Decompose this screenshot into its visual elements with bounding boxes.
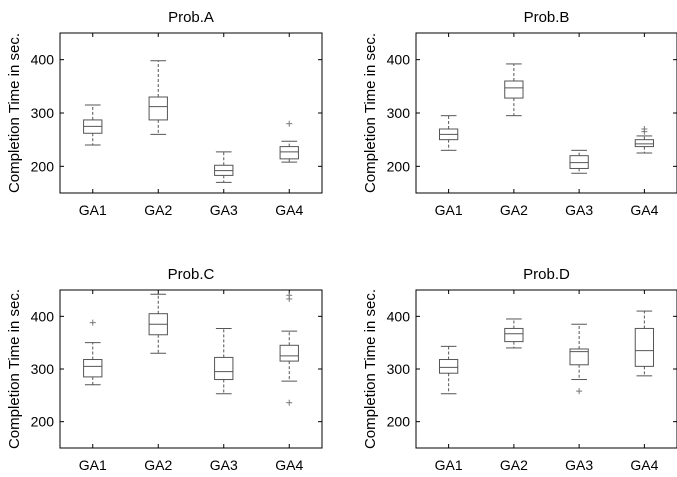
y-axis-label: Completion Time in sec. bbox=[362, 33, 379, 193]
y-axis-label: Completion Time in sec. bbox=[6, 33, 23, 193]
x-tick-label: GA3 bbox=[210, 202, 238, 218]
iqr-box bbox=[634, 327, 655, 367]
iqr-box bbox=[504, 327, 524, 343]
iqr-box bbox=[279, 146, 299, 160]
x-tick-label: GA4 bbox=[630, 457, 658, 473]
x-tick-label: GA1 bbox=[79, 202, 107, 218]
x-tick-label: GA2 bbox=[500, 457, 528, 473]
x-tick-label: GA4 bbox=[630, 202, 658, 218]
iqr-box bbox=[438, 359, 459, 374]
y-tick-label: 400 bbox=[31, 308, 55, 324]
y-tick-label: 400 bbox=[387, 52, 411, 68]
outlier-marker bbox=[286, 292, 293, 299]
outlier-marker bbox=[286, 399, 293, 406]
box-ga3 bbox=[214, 151, 234, 183]
iqr-box bbox=[569, 348, 589, 366]
iqr-box bbox=[279, 344, 299, 362]
box-ga2 bbox=[148, 60, 168, 135]
x-tick-label: GA2 bbox=[144, 202, 172, 218]
x-tick-label: GA3 bbox=[565, 457, 593, 473]
y-tick-label: 200 bbox=[387, 158, 411, 174]
x-tick-label: GA1 bbox=[435, 202, 463, 218]
x-tick-label: GA1 bbox=[79, 457, 107, 473]
outlier-marker bbox=[89, 319, 96, 326]
y-tick-label: 300 bbox=[31, 361, 55, 377]
y-tick-label: 300 bbox=[387, 105, 411, 121]
x-tick-label: GA1 bbox=[435, 457, 463, 473]
y-tick-label: 200 bbox=[31, 414, 55, 430]
y-axis-label: Completion Time in sec. bbox=[6, 289, 23, 449]
y-tick-label: 400 bbox=[31, 52, 55, 68]
y-axis-label: Completion Time in sec. bbox=[362, 289, 379, 449]
box-ga2 bbox=[504, 63, 524, 117]
chart-title: Prob.B bbox=[524, 9, 570, 26]
box-ga3 bbox=[569, 149, 589, 174]
box-ga4 bbox=[634, 310, 655, 377]
outlier-marker bbox=[641, 126, 648, 132]
plot-frame bbox=[415, 32, 677, 194]
iqr-box bbox=[504, 80, 524, 99]
chart-title: Prob.A bbox=[168, 9, 214, 26]
chart-panel-3: Prob.C Completion Time in sec. 200 300 400 GA… bbox=[6, 266, 323, 473]
x-tick-label: GA3 bbox=[565, 202, 593, 218]
box-ga2 bbox=[148, 293, 168, 354]
box-ga2 bbox=[504, 318, 524, 349]
box-ga4 bbox=[279, 120, 299, 163]
box-ga3 bbox=[569, 323, 589, 395]
box-ga1 bbox=[83, 104, 103, 146]
box-ga1 bbox=[83, 319, 103, 386]
iqr-box bbox=[148, 96, 168, 121]
outlier-marker bbox=[286, 120, 293, 127]
x-tick-label: GA4 bbox=[275, 457, 303, 473]
chart-title: Prob.D bbox=[523, 266, 570, 283]
plot-frame bbox=[415, 289, 677, 449]
x-tick-label: GA2 bbox=[144, 457, 172, 473]
box-ga3 bbox=[214, 327, 234, 395]
box-ga4 bbox=[279, 292, 299, 406]
iqr-box bbox=[83, 359, 103, 378]
box-ga4 bbox=[634, 126, 655, 154]
y-tick-label: 300 bbox=[31, 105, 55, 121]
chart-panel-2: Prob.B Completion Time in sec. 200 300 400 GA… bbox=[362, 9, 677, 218]
iqr-box bbox=[634, 139, 655, 148]
x-tick-label: GA3 bbox=[210, 457, 238, 473]
iqr-box bbox=[569, 155, 589, 169]
chart-panel-1: Prob.A Completion Time in sec. 200 300 400 GA… bbox=[6, 9, 323, 218]
box-ga1 bbox=[438, 115, 459, 151]
iqr-box bbox=[214, 356, 234, 381]
x-tick-label: GA2 bbox=[500, 202, 528, 218]
x-tick-label: GA4 bbox=[275, 202, 303, 218]
chart-title: Prob.C bbox=[168, 266, 215, 283]
outlier-marker bbox=[576, 388, 583, 395]
plot-frame bbox=[59, 32, 323, 194]
box-ga1 bbox=[438, 345, 459, 395]
y-tick-label: 400 bbox=[387, 308, 411, 324]
y-tick-label: 200 bbox=[31, 158, 55, 174]
y-tick-label: 200 bbox=[387, 414, 411, 430]
chart-panel-4: Prob.D Completion Time in sec. 200 300 400 GA… bbox=[362, 266, 677, 473]
y-tick-label: 300 bbox=[387, 361, 411, 377]
plot-frame bbox=[59, 289, 323, 449]
